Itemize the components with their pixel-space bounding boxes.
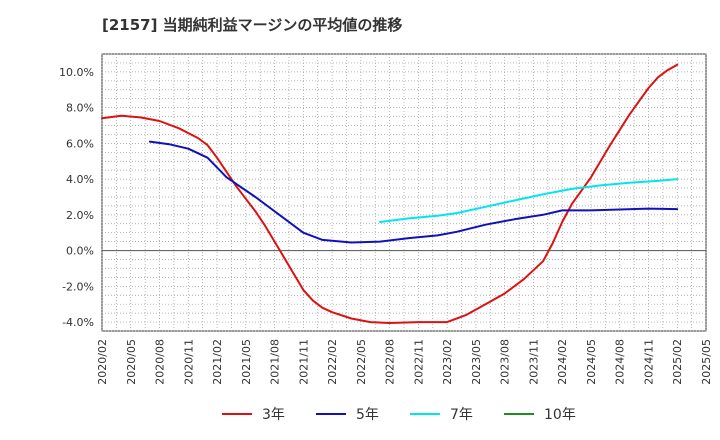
y-tick-label: 4.0% xyxy=(66,173,94,186)
x-tick-label: 2024/02 xyxy=(556,339,569,385)
x-axis: 2020/02 2020/05 2020/08 2020/11 2021/02 2021/… xyxy=(96,339,713,385)
x-tick-label: 2020/08 xyxy=(154,339,167,385)
x-tick-label: 2021/05 xyxy=(240,339,253,385)
chart-title: [2157] 当期純利益マージンの平均値の推移 xyxy=(102,16,403,34)
x-tick-label: 2020/11 xyxy=(182,339,195,385)
series-layer xyxy=(101,63,679,324)
x-tick-label: 2024/08 xyxy=(614,339,627,385)
x-tick-label: 2023/08 xyxy=(499,339,512,385)
series-line-5年 xyxy=(148,140,679,244)
x-tick-label: 2025/02 xyxy=(671,339,684,385)
x-tick-label: 2021/11 xyxy=(297,339,310,385)
legend-label: 5年 xyxy=(356,407,379,423)
x-tick-label: 2021/02 xyxy=(211,339,224,385)
x-tick-label: 2022/11 xyxy=(412,339,425,385)
y-tick-label: 0.0% xyxy=(66,245,94,258)
x-tick-label: 2022/08 xyxy=(384,339,397,385)
y-tick-label: -4.0% xyxy=(62,316,94,329)
y-tick-label: 8.0% xyxy=(66,102,94,115)
legend: 3年 5年 7年 10年 xyxy=(222,407,576,423)
series-line-3年 xyxy=(101,63,679,324)
x-tick-label: 2023/05 xyxy=(470,339,483,385)
x-tick-label: 2025/05 xyxy=(700,339,713,385)
x-tick-label: 2024/05 xyxy=(585,339,598,385)
x-tick-label: 2021/08 xyxy=(269,339,282,385)
y-tick-label: 10.0% xyxy=(59,66,94,79)
x-tick-label: 2023/11 xyxy=(527,339,540,385)
x-tick-label: 2020/05 xyxy=(125,339,138,385)
legend-label: 10年 xyxy=(544,407,576,423)
legend-label: 7年 xyxy=(450,407,473,423)
legend-label: 3年 xyxy=(262,407,285,423)
y-tick-label: -2.0% xyxy=(62,280,94,293)
y-axis: 10.0% 8.0% 6.0% 4.0% 2.0% 0.0% -2.0% -4.0% xyxy=(59,66,94,329)
series-line-7年 xyxy=(379,178,679,223)
x-tick-label: 2022/05 xyxy=(355,339,368,385)
x-tick-label: 2022/02 xyxy=(326,339,339,385)
x-tick-label: 2023/02 xyxy=(441,339,454,385)
y-tick-label: 2.0% xyxy=(66,209,94,222)
x-tick-label: 2020/02 xyxy=(96,339,109,385)
y-tick-label: 6.0% xyxy=(66,137,94,150)
x-tick-label: 2024/11 xyxy=(642,339,655,385)
